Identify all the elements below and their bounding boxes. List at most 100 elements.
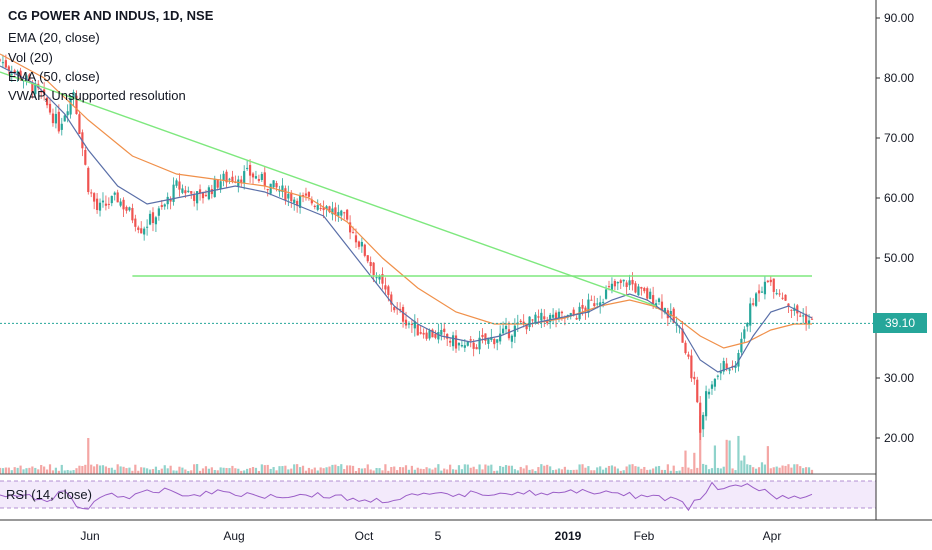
volume-bar — [322, 468, 325, 474]
candle-body — [593, 303, 596, 307]
volume-bar — [654, 466, 658, 474]
volume-bar — [54, 467, 57, 474]
volume-bar — [540, 464, 543, 474]
volume-bar — [193, 464, 196, 474]
volume-bar — [490, 464, 493, 474]
volume-bar — [240, 470, 243, 474]
volume-bar — [90, 464, 93, 474]
volume-bar — [43, 466, 46, 474]
volume-bar — [805, 467, 808, 474]
volume-bar — [590, 470, 593, 474]
candle-body — [710, 384, 714, 389]
candle-body — [743, 329, 746, 339]
candle-body — [284, 188, 287, 201]
volume-bar — [410, 465, 413, 474]
legend-vwap[interactable]: VWAP, Unsupported resolution — [8, 88, 186, 103]
candle-body — [90, 192, 93, 194]
volume-bars — [0, 416, 814, 474]
candle-body — [599, 302, 602, 306]
volume-bar — [204, 466, 208, 474]
candle-body — [684, 342, 687, 354]
volume-bar — [604, 467, 608, 474]
candle-body — [216, 179, 219, 188]
volume-bar — [572, 469, 575, 474]
candle-body — [28, 74, 31, 81]
volume-bar — [587, 466, 590, 474]
candle-body — [646, 288, 649, 299]
candle-body — [425, 332, 428, 339]
volume-bar — [134, 464, 137, 474]
candle-body — [84, 149, 87, 165]
volume-bar — [675, 470, 678, 474]
candle-body — [378, 275, 381, 280]
candle-body — [596, 303, 599, 305]
volume-bar — [216, 470, 219, 474]
legend-ema20[interactable]: EMA (20, close) — [8, 30, 100, 45]
volume-bar — [399, 467, 402, 474]
volume-bar — [481, 469, 484, 474]
price-tick-label: 20.00 — [884, 431, 915, 445]
candle-body — [260, 173, 263, 180]
volume-bar — [451, 469, 455, 474]
volume-bar — [443, 468, 446, 474]
candle-body — [504, 325, 508, 330]
volume-bar — [610, 465, 614, 474]
volume-bar — [95, 464, 99, 474]
candle-body — [175, 180, 178, 186]
candle-body — [399, 308, 402, 310]
candle-body — [528, 316, 531, 328]
volume-bar — [307, 467, 311, 474]
trendline[interactable] — [0, 71, 657, 307]
candle-body — [219, 181, 222, 190]
legend-rsi[interactable]: RSI (14, close) — [6, 487, 92, 502]
volume-bar — [131, 470, 134, 474]
volume-bar — [713, 445, 717, 474]
rsi-line — [0, 481, 813, 512]
candle-body — [737, 353, 740, 367]
candle-body — [766, 280, 769, 282]
candle-body — [649, 291, 652, 300]
volume-bar — [328, 466, 331, 474]
candle-body — [187, 190, 190, 193]
candlestick-series — [0, 54, 814, 440]
volume-bar — [349, 465, 352, 474]
volume-bar — [699, 416, 702, 474]
volume-bar — [343, 469, 346, 474]
candle-body — [143, 228, 146, 235]
candle-body — [43, 89, 46, 95]
candle-body — [575, 317, 578, 320]
legend-volume[interactable]: Vol (20) — [8, 50, 53, 65]
candle-body — [25, 75, 28, 81]
volume-bar — [160, 468, 163, 474]
candle-body — [478, 337, 481, 350]
legend-ema50[interactable]: EMA (50, close) — [8, 69, 100, 84]
volume-bar — [201, 468, 205, 474]
volume-bar — [419, 468, 422, 474]
candle-body — [275, 183, 278, 188]
candle-body — [184, 190, 187, 194]
candle-body — [66, 111, 69, 116]
volume-bar — [743, 455, 746, 474]
candle-body — [784, 294, 787, 301]
volume-bar — [1, 468, 5, 474]
volume-bar — [84, 464, 87, 474]
volume-bar — [360, 468, 363, 474]
volume-bar — [454, 469, 458, 474]
volume-bar — [707, 469, 711, 474]
candle-body — [787, 303, 790, 307]
volume-bar — [346, 465, 349, 474]
candle-body — [525, 324, 528, 330]
candle-body — [325, 206, 328, 210]
volume-bar — [760, 462, 764, 474]
price-tick-label: 80.00 — [884, 71, 915, 85]
volume-bar — [60, 464, 63, 474]
candle-body — [148, 213, 152, 225]
volume-bar — [799, 466, 802, 474]
candle-body — [702, 414, 705, 430]
volume-bar — [425, 467, 428, 474]
trendlines[interactable] — [0, 71, 812, 307]
candle-body — [807, 320, 811, 324]
volume-bar — [602, 469, 605, 474]
price-tick-label: 60.00 — [884, 191, 915, 205]
